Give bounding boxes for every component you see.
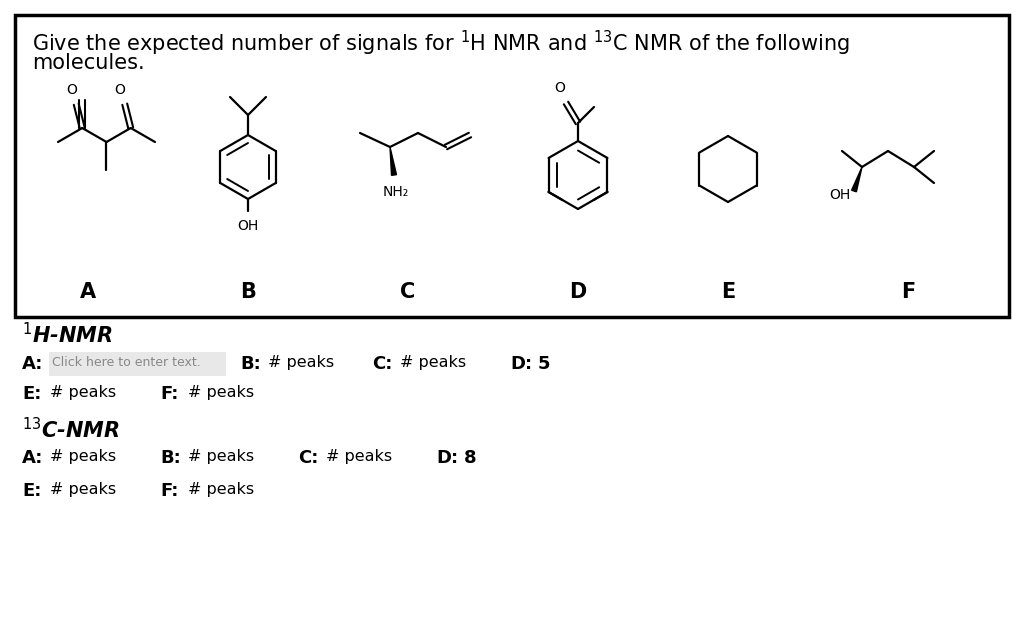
Text: # peaks: # peaks: [400, 355, 466, 370]
Text: $^1$H-NMR: $^1$H-NMR: [22, 322, 113, 347]
Text: molecules.: molecules.: [32, 53, 144, 73]
Text: E:: E:: [22, 385, 41, 403]
Text: # peaks: # peaks: [50, 482, 116, 497]
Text: F:: F:: [160, 482, 178, 500]
Text: D:: D:: [436, 449, 458, 467]
FancyBboxPatch shape: [15, 15, 1009, 317]
Text: D: D: [569, 282, 587, 302]
Text: O: O: [115, 83, 125, 97]
Text: F: F: [901, 282, 915, 302]
Polygon shape: [852, 167, 862, 192]
Text: C:: C:: [298, 449, 318, 467]
Text: O: O: [66, 83, 77, 97]
Text: E:: E:: [22, 482, 41, 500]
Text: OH: OH: [829, 188, 851, 202]
Text: 5: 5: [538, 355, 551, 373]
Text: NH₂: NH₂: [383, 185, 410, 199]
Text: Click here to enter text.: Click here to enter text.: [52, 357, 201, 369]
Text: # peaks: # peaks: [268, 355, 334, 370]
Polygon shape: [390, 147, 396, 175]
Text: # peaks: # peaks: [50, 449, 116, 464]
Text: $^{13}$C-NMR: $^{13}$C-NMR: [22, 417, 120, 442]
Text: # peaks: # peaks: [326, 449, 392, 464]
FancyBboxPatch shape: [49, 352, 226, 376]
Text: F:: F:: [160, 385, 178, 403]
Text: A:: A:: [22, 355, 43, 373]
Text: A: A: [80, 282, 96, 302]
Text: Give the expected number of signals for $^1$H NMR and $^{13}$C NMR of the follow: Give the expected number of signals for …: [32, 29, 850, 58]
Text: 8: 8: [464, 449, 476, 467]
Text: A:: A:: [22, 449, 43, 467]
Text: C: C: [400, 282, 416, 302]
Text: D:: D:: [510, 355, 532, 373]
Text: # peaks: # peaks: [188, 385, 254, 400]
Text: B: B: [240, 282, 256, 302]
Text: OH: OH: [238, 219, 259, 233]
Text: # peaks: # peaks: [50, 385, 116, 400]
Text: # peaks: # peaks: [188, 449, 254, 464]
Text: E: E: [721, 282, 735, 302]
Text: B:: B:: [240, 355, 261, 373]
Text: # peaks: # peaks: [188, 482, 254, 497]
Text: O: O: [555, 81, 565, 95]
Text: C:: C:: [372, 355, 392, 373]
Text: B:: B:: [160, 449, 181, 467]
